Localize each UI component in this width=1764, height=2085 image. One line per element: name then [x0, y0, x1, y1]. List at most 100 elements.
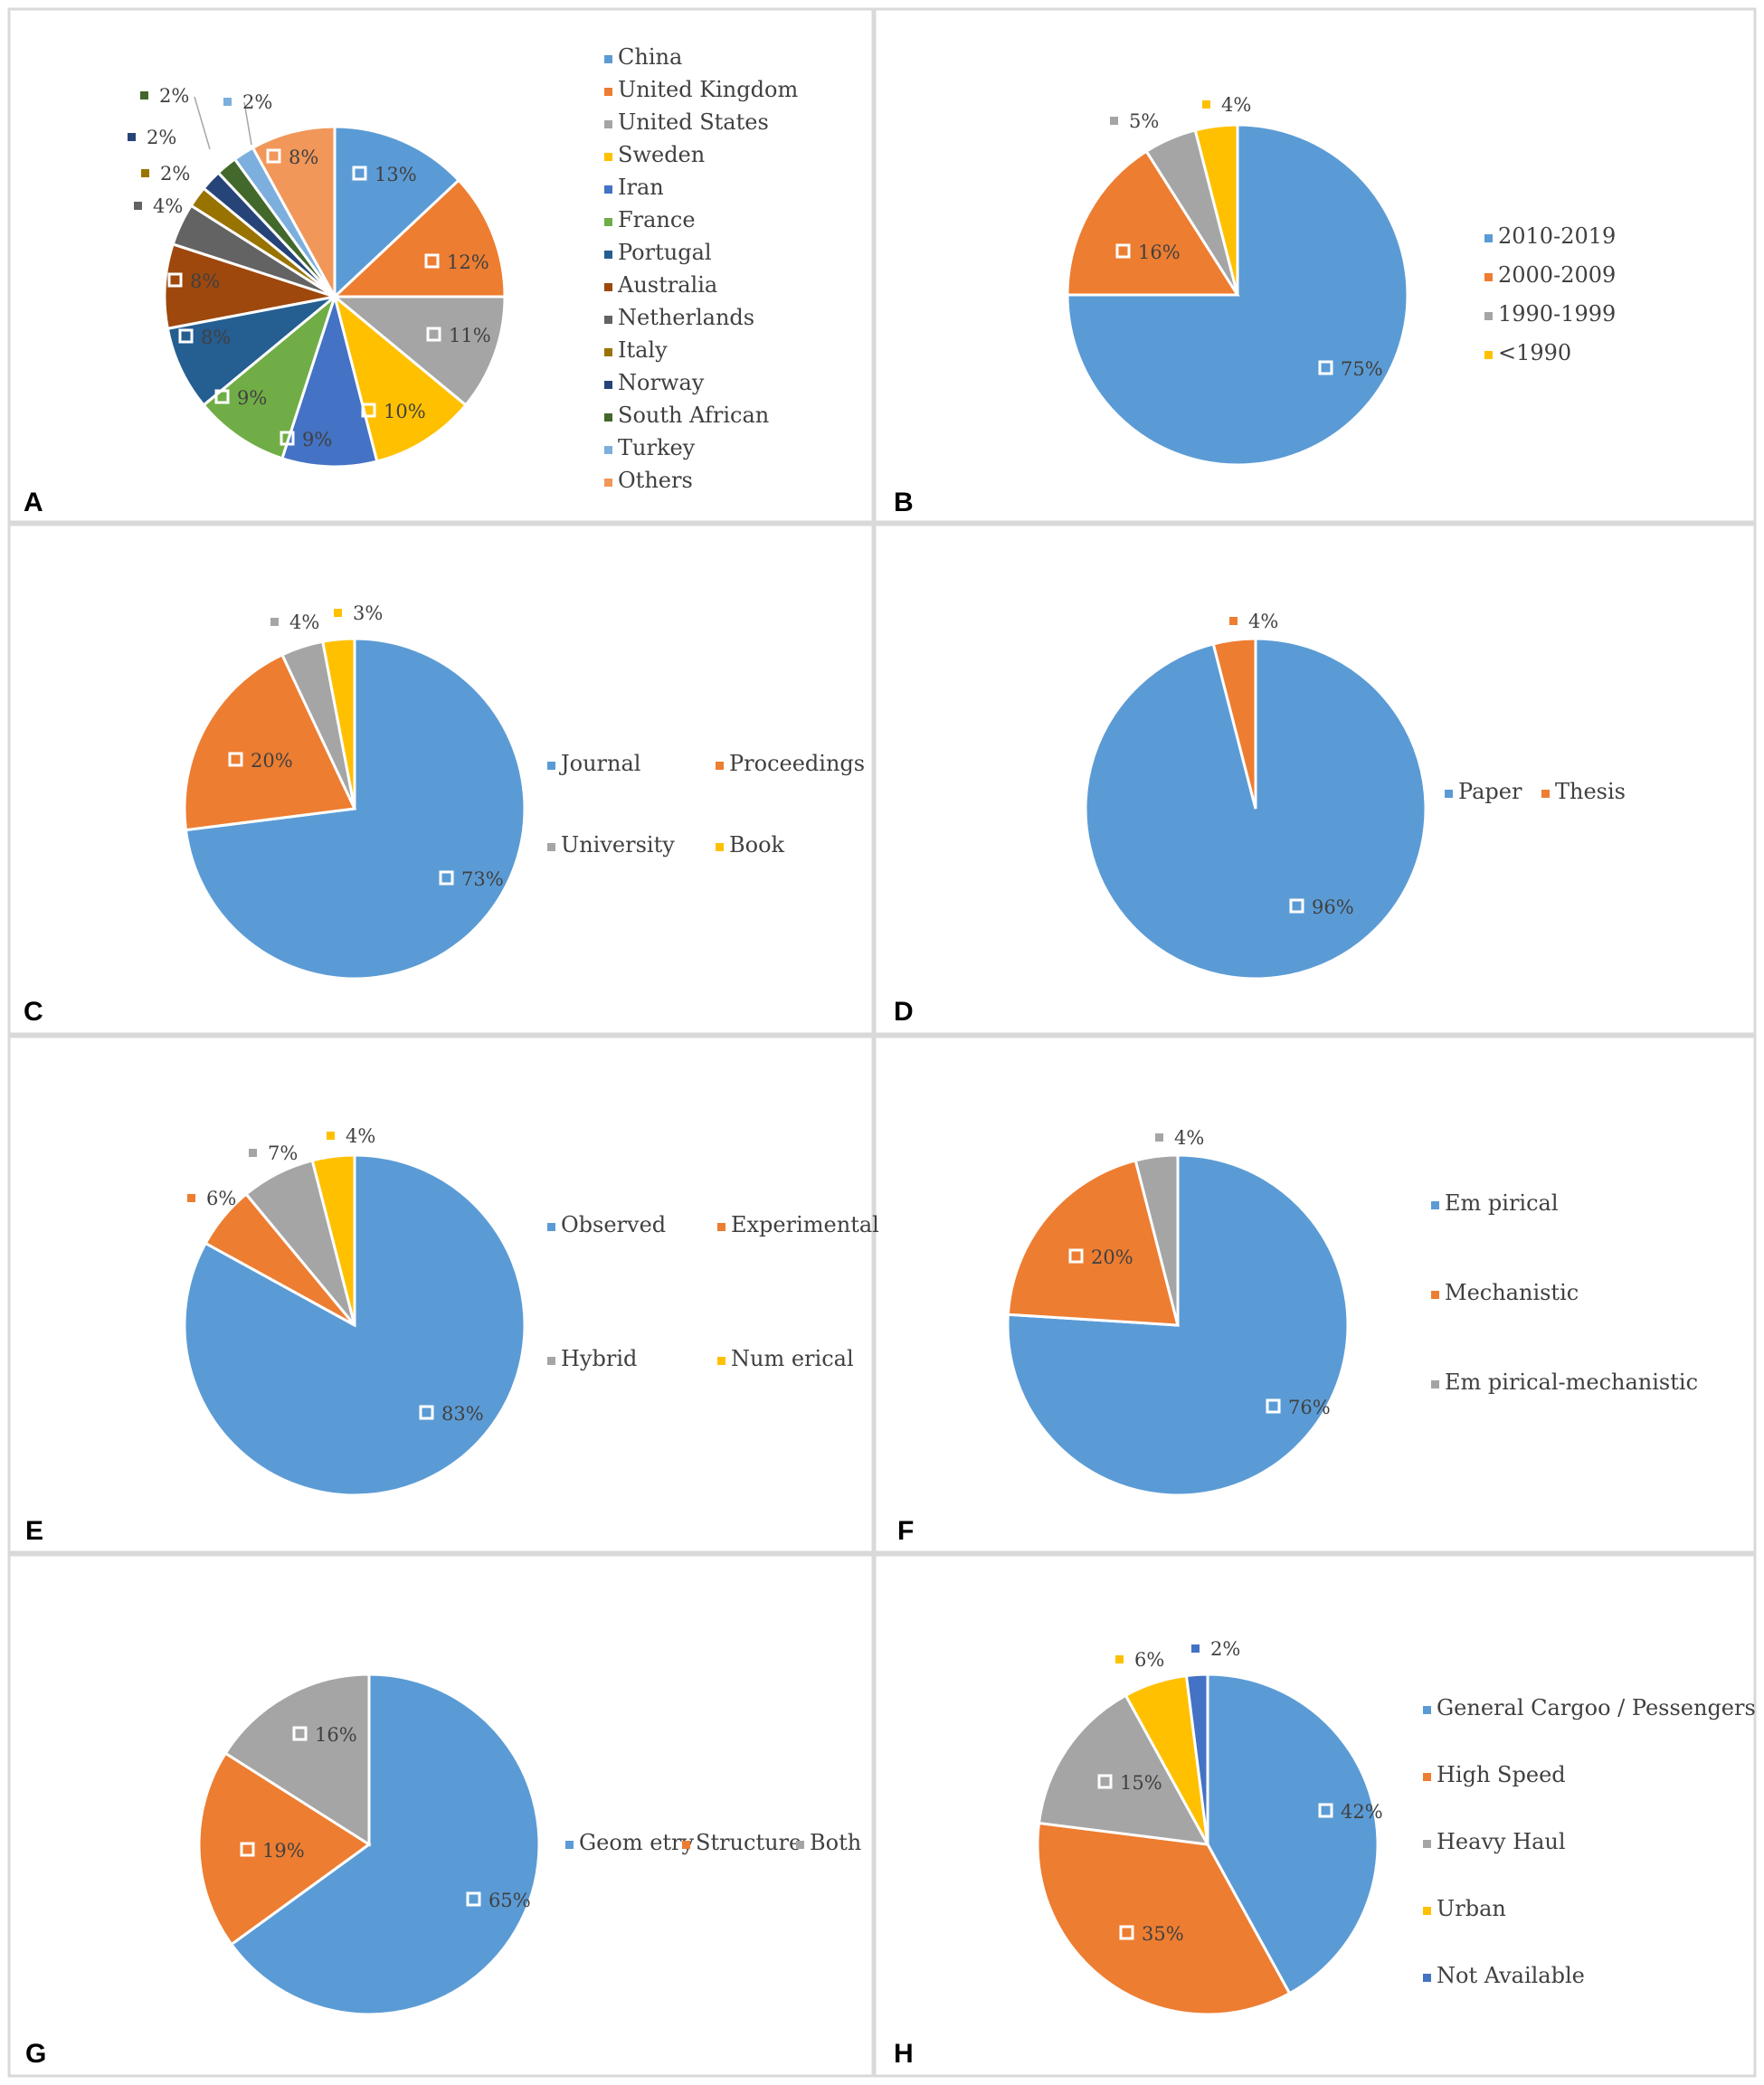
pie-slice-mechanistic [1006, 1159, 1180, 1327]
pie-slice-proceedings [183, 652, 357, 832]
legend-item-iran: Iran [604, 175, 664, 200]
data-label-text: 2% [160, 163, 190, 185]
data-label-2000-2009: 16% [1115, 242, 1181, 263]
data-label-netherlands: 4% [134, 195, 183, 217]
data-label-em-pirical-mechanistic: 4% [1155, 1127, 1204, 1149]
legend-swatch-icon [1423, 1773, 1431, 1781]
legend-item-netherlands: Netherlands [604, 305, 754, 330]
data-label-text: 16% [315, 1724, 357, 1746]
data-label-italy: 2% [141, 163, 190, 185]
legend-label: Observed [561, 1212, 666, 1237]
data-label-swatch-icon [1202, 100, 1210, 109]
legend-item-1990: <1990 [1484, 340, 1571, 365]
legend-swatch-icon [716, 843, 724, 851]
legend-item-mechanistic: Mechanistic [1431, 1280, 1579, 1305]
data-label-general-cargoo-pessengers: 42% [1318, 1801, 1383, 1823]
data-label-box-icon [1289, 898, 1304, 914]
legend-swatch-icon [604, 413, 612, 422]
pie-slice-united-kingdom [331, 178, 507, 299]
pie-slice-australia [163, 242, 336, 330]
legend-label: Hybrid [561, 1346, 637, 1371]
legend-item-num-erical: Num erical [717, 1346, 854, 1371]
legend-label: University [561, 832, 675, 858]
legend-swatch-icon [1541, 790, 1550, 798]
data-label-box-icon [1119, 1925, 1134, 1940]
data-label-journal: 73% [439, 868, 504, 890]
legend-label: Book [729, 832, 785, 858]
data-label-text: 35% [1142, 1923, 1184, 1945]
data-label-text: 96% [1312, 896, 1354, 918]
data-label-box-icon [419, 1405, 434, 1420]
legend-label: Australia [617, 272, 717, 298]
pie-slice-geom-etry [229, 1673, 541, 2016]
legend-label: Heavy Haul [1437, 1829, 1566, 1854]
legend-swatch-icon [604, 251, 612, 259]
legend-swatch-icon [1484, 312, 1493, 320]
pie-slice-em-pirical [1006, 1153, 1350, 1497]
legend-label: Paper [1458, 779, 1522, 804]
data-label-others: 8% [266, 147, 318, 168]
panel-letter-e: E [25, 1516, 43, 1546]
pie-slice-em-pirical-mechanistic [1133, 1153, 1180, 1326]
data-label-swatch-icon [270, 618, 279, 626]
data-label-swatch-icon [1229, 617, 1238, 625]
pie-slice-both [223, 1673, 371, 1847]
data-label-experimental: 6% [187, 1188, 236, 1209]
legend-label: 1990-1999 [1498, 301, 1616, 327]
data-label-1990: 4% [1202, 94, 1251, 116]
legend-item-italy: Italy [604, 337, 668, 363]
legend-swatch-icon [1423, 1706, 1431, 1714]
data-label-box-icon [240, 1842, 255, 1857]
legend-swatch-icon [1484, 351, 1493, 359]
panel-letter-c: C [24, 997, 43, 1027]
data-label-france: 9% [214, 387, 267, 409]
legend-item-2000-2009: 2000-2009 [1484, 262, 1616, 288]
pie-slice-france [202, 292, 338, 460]
legend-item-1990-1999: 1990-1999 [1484, 301, 1616, 327]
data-label-text: 4% [1221, 94, 1251, 116]
pie-chart-b: 75% 16% 5% 4% 2010-2019 2000-2009 1990-1999 <19… [1066, 94, 1616, 467]
legend-swatch-icon [547, 1357, 555, 1365]
legend-swatch-icon [565, 1841, 574, 1849]
legend-item-2010-2019: 2010-2019 [1484, 223, 1616, 249]
legend-label: Mechanistic [1445, 1280, 1579, 1305]
pie-slice-1990 [1193, 123, 1239, 296]
legend-label: Proceedings [729, 751, 865, 776]
data-label-china: 13% [352, 164, 417, 185]
legend-e: Observed Experimental Hybrid Num erical [547, 1212, 879, 1371]
data-label-text: 6% [206, 1188, 236, 1209]
legend-label: Experimental [731, 1212, 879, 1237]
data-label-geom-etry: 65% [466, 1890, 531, 1911]
legend-swatch-icon [1484, 234, 1493, 242]
data-label-thesis: 4% [1229, 611, 1278, 632]
legend-item-heavy-haul: Heavy Haul [1423, 1829, 1566, 1854]
data-label-em-pirical: 76% [1266, 1397, 1331, 1418]
data-label-university: 4% [270, 611, 319, 633]
legend-a: China United Kingdom United States Sweden Ir… [604, 44, 798, 493]
data-label-box-icon [1318, 1803, 1333, 1818]
data-label-proceedings: 20% [228, 750, 293, 772]
legend-item-em-pirical-mechanistic: Em pirical-mechanistic [1431, 1369, 1698, 1395]
legend-swatch-icon [604, 316, 612, 324]
data-label-swatch-icon [1110, 117, 1118, 125]
pie-chart-h: 42% 35% 15% 6% 2% General Cargoo / Pessengers… [1036, 1638, 1756, 2016]
legend-item-experimental: Experimental [717, 1212, 879, 1237]
legend-swatch-icon [1445, 790, 1453, 798]
data-label-australia: 8% [167, 270, 220, 292]
data-label-box-icon [424, 253, 440, 269]
pie-slice-high-speed [1036, 1821, 1292, 2016]
legend-swatch-icon [604, 283, 612, 291]
data-label-swatch-icon [187, 1194, 195, 1202]
legend-label: Thesis [1555, 779, 1626, 804]
legend-swatch-icon [547, 843, 555, 851]
pie-chart-c: 73% 20% 4% 3% Journal Proceedings University Bo… [183, 602, 865, 981]
data-label-portugal: 8% [178, 327, 231, 348]
data-label-text: 75% [1341, 358, 1383, 380]
legend-item-urban: Urban [1423, 1896, 1506, 1921]
legend-label: High Speed [1437, 1762, 1566, 1787]
legend-swatch-icon [717, 1223, 726, 1231]
legend-item-both: Both [796, 1830, 861, 1855]
data-label-text: 73% [461, 868, 504, 890]
data-label-box-icon [1068, 1248, 1084, 1264]
legend-c: Journal Proceedings University Book [547, 751, 865, 858]
